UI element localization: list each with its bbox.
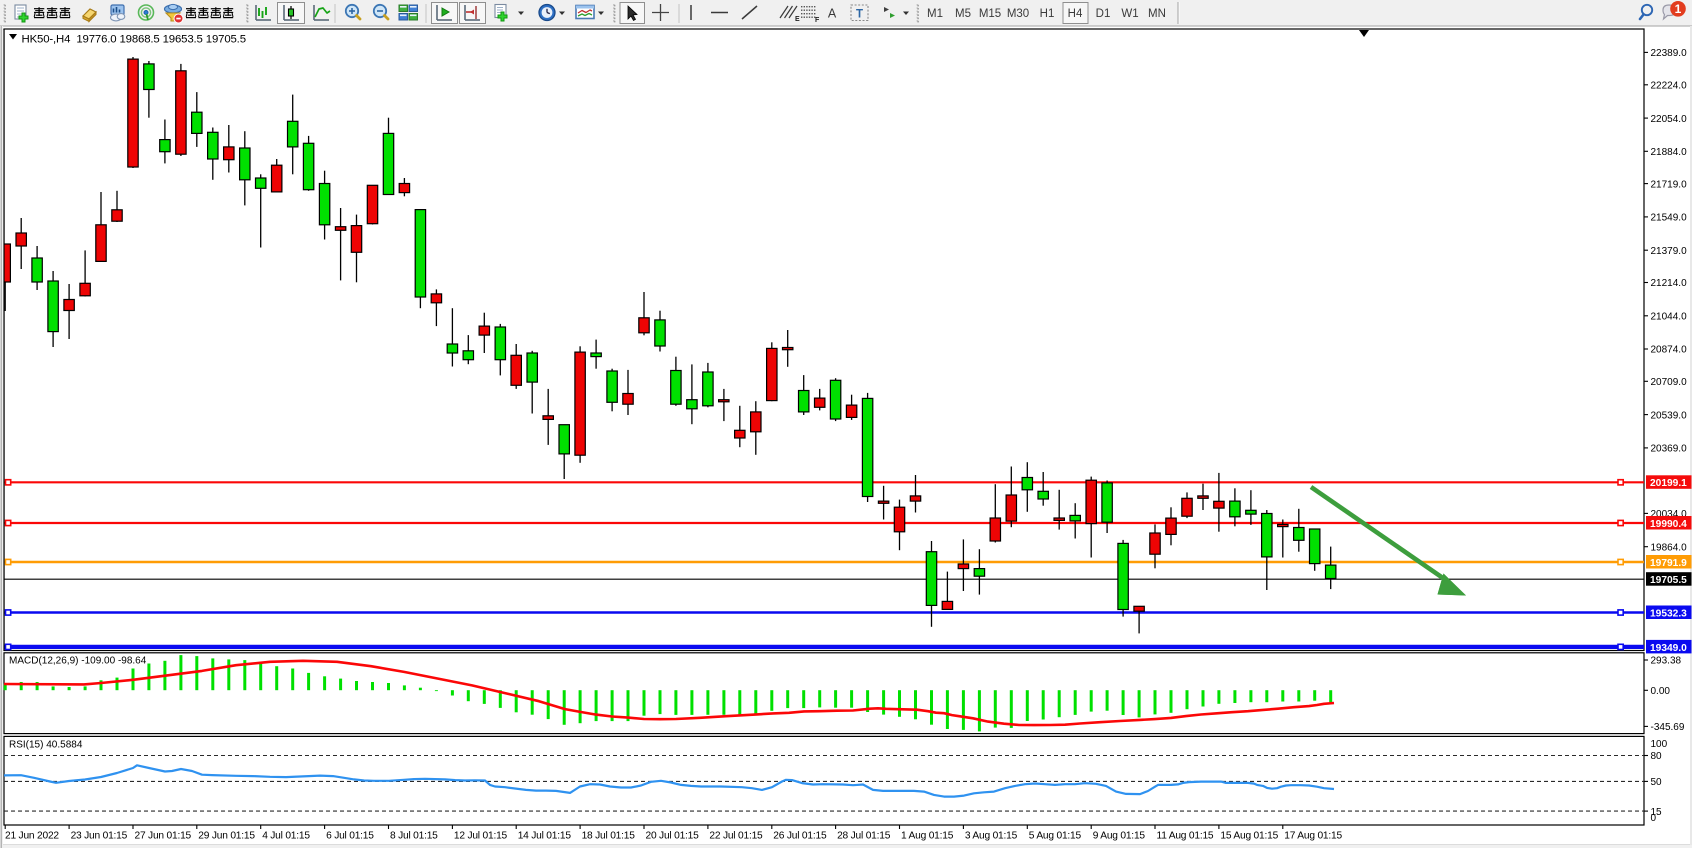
svg-text:6 Jul 01:15: 6 Jul 01:15: [326, 831, 374, 842]
svg-text:21 Jun 2022: 21 Jun 2022: [5, 831, 59, 842]
svg-text:8 Jul 01:15: 8 Jul 01:15: [390, 831, 438, 842]
svg-text:293.38: 293.38: [1651, 656, 1682, 667]
svg-text:19349.0: 19349.0: [1650, 643, 1687, 654]
svg-text:19990.4: 19990.4: [1650, 519, 1687, 530]
svg-text:MACD(12,26,9) -109.00 -98.64: MACD(12,26,9) -109.00 -98.64: [9, 656, 147, 667]
svg-text:20199.1: 20199.1: [1650, 478, 1687, 489]
svg-text:1: 1: [1675, 2, 1682, 16]
svg-text:23 Jun 01:15: 23 Jun 01:15: [71, 831, 128, 842]
svg-text:15: 15: [1651, 807, 1663, 818]
svg-text:E: E: [795, 16, 800, 23]
svg-text:M1: M1: [927, 8, 943, 20]
svg-text:20539.0: 20539.0: [1651, 410, 1688, 421]
svg-text:20369.0: 20369.0: [1651, 444, 1688, 455]
svg-text:RSI(15) 40.5884: RSI(15) 40.5884: [9, 740, 83, 751]
svg-text:50: 50: [1651, 777, 1663, 788]
svg-text:20034.0: 20034.0: [1651, 509, 1688, 520]
svg-text:F: F: [815, 17, 820, 24]
svg-text:19864.0: 19864.0: [1651, 542, 1688, 553]
svg-text:M5: M5: [955, 8, 971, 20]
svg-text:W1: W1: [1121, 8, 1138, 20]
svg-text:22 Jul 01:15: 22 Jul 01:15: [709, 831, 763, 842]
svg-text:5 Aug 01:15: 5 Aug 01:15: [1029, 831, 1082, 842]
svg-text:80: 80: [1651, 751, 1663, 762]
svg-text:14 Jul 01:15: 14 Jul 01:15: [518, 831, 572, 842]
svg-text:M15: M15: [979, 8, 1001, 20]
svg-text:27 Jun 01:15: 27 Jun 01:15: [135, 831, 192, 842]
svg-text:T: T: [856, 9, 863, 21]
svg-text:21884.0: 21884.0: [1651, 147, 1688, 158]
svg-text:15 Aug 01:15: 15 Aug 01:15: [1220, 831, 1278, 842]
svg-text:19791.9: 19791.9: [1650, 558, 1687, 569]
svg-text:MN: MN: [1148, 8, 1166, 20]
svg-text:HK50-,H4 19776.0 19868.5 1965: HK50-,H4 19776.0 19868.5 19653.5 19705.5: [22, 34, 246, 46]
svg-text:28 Jul 01:15: 28 Jul 01:15: [837, 831, 891, 842]
svg-text:0.00: 0.00: [1651, 686, 1671, 697]
svg-text:1 Aug 01:15: 1 Aug 01:15: [901, 831, 954, 842]
svg-text:22224.0: 22224.0: [1651, 81, 1688, 92]
svg-text:4 Jul 01:15: 4 Jul 01:15: [262, 831, 310, 842]
svg-text:29 Jun 01:15: 29 Jun 01:15: [198, 831, 255, 842]
svg-text:12 Jul 01:15: 12 Jul 01:15: [454, 831, 508, 842]
svg-text:0: 0: [1651, 813, 1657, 824]
svg-text:26 Jul 01:15: 26 Jul 01:15: [773, 831, 827, 842]
svg-text:A: A: [828, 7, 837, 21]
svg-text:21719.0: 21719.0: [1651, 179, 1688, 190]
svg-text:20709.0: 20709.0: [1651, 377, 1688, 388]
svg-text:21379.0: 21379.0: [1651, 246, 1688, 257]
svg-text:18 Jul 01:15: 18 Jul 01:15: [582, 831, 636, 842]
svg-text:H4: H4: [1068, 8, 1083, 20]
svg-text:22389.0: 22389.0: [1651, 48, 1688, 59]
svg-text:17 Aug 01:15: 17 Aug 01:15: [1284, 831, 1342, 842]
svg-text:H1: H1: [1040, 8, 1055, 20]
svg-text:20 Jul 01:15: 20 Jul 01:15: [646, 831, 700, 842]
svg-text:22054.0: 22054.0: [1651, 114, 1688, 125]
svg-text:20874.0: 20874.0: [1651, 345, 1688, 356]
svg-text:3 Aug 01:15: 3 Aug 01:15: [965, 831, 1018, 842]
svg-text:9 Aug 01:15: 9 Aug 01:15: [1093, 831, 1146, 842]
svg-text:-345.69: -345.69: [1651, 722, 1685, 733]
svg-text:100: 100: [1651, 739, 1668, 750]
svg-text:21214.0: 21214.0: [1651, 278, 1688, 289]
svg-text:19532.3: 19532.3: [1650, 608, 1687, 619]
svg-text:11 Aug 01:15: 11 Aug 01:15: [1157, 831, 1214, 842]
svg-text:21549.0: 21549.0: [1651, 213, 1688, 224]
svg-text:D1: D1: [1096, 8, 1111, 20]
svg-text:M30: M30: [1007, 8, 1029, 20]
svg-text:19705.5: 19705.5: [1650, 575, 1687, 586]
svg-text:21044.0: 21044.0: [1651, 312, 1688, 323]
